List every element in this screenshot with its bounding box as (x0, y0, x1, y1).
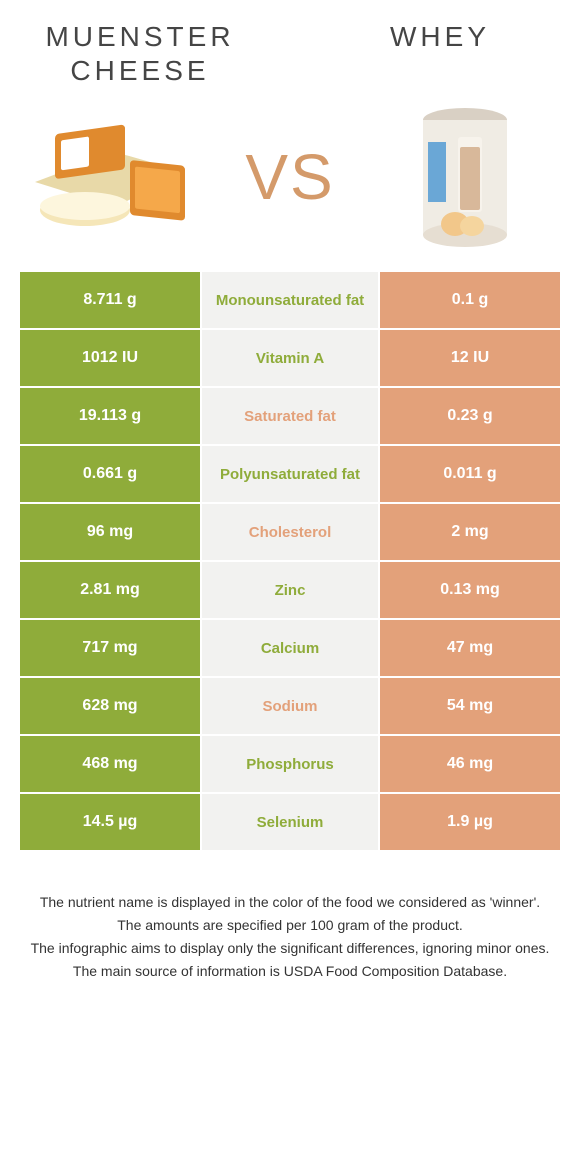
cell-right-value: 12 IU (380, 330, 560, 386)
cell-nutrient-label: Saturated fat (202, 388, 378, 444)
table-row: 14.5 µgSelenium1.9 µg (20, 794, 560, 850)
cell-nutrient-label: Cholesterol (202, 504, 378, 560)
cell-right-value: 54 mg (380, 678, 560, 734)
footer-line: The infographic aims to display only the… (30, 938, 550, 959)
table-row: 8.711 gMonounsaturated fat0.1 g (20, 272, 560, 328)
cell-nutrient-label: Vitamin A (202, 330, 378, 386)
cell-right-value: 0.13 mg (380, 562, 560, 618)
table-row: 717 mgCalcium47 mg (20, 620, 560, 676)
cell-left-value: 2.81 mg (20, 562, 200, 618)
table-row: 96 mgCholesterol2 mg (20, 504, 560, 560)
table-row: 19.113 gSaturated fat0.23 g (20, 388, 560, 444)
cell-right-value: 47 mg (380, 620, 560, 676)
cell-right-value: 0.1 g (380, 272, 560, 328)
cell-left-value: 1012 IU (20, 330, 200, 386)
cell-left-value: 14.5 µg (20, 794, 200, 850)
table-row: 2.81 mgZinc0.13 mg (20, 562, 560, 618)
cheese-icon (30, 112, 200, 242)
cell-left-value: 0.661 g (20, 446, 200, 502)
comparison-table: 8.711 gMonounsaturated fat0.1 g1012 IUVi… (20, 272, 560, 852)
cell-left-value: 717 mg (20, 620, 200, 676)
cell-left-value: 628 mg (20, 678, 200, 734)
cell-nutrient-label: Polyunsaturated fat (202, 446, 378, 502)
cell-left-value: 8.711 g (20, 272, 200, 328)
whey-icon (410, 102, 520, 252)
footer-line: The main source of information is USDA F… (30, 961, 550, 982)
cell-nutrient-label: Monounsaturated fat (202, 272, 378, 328)
food-left-title: Muenster cheese (40, 20, 240, 87)
cell-nutrient-label: Zinc (202, 562, 378, 618)
food-right-image (380, 107, 550, 247)
cell-left-value: 96 mg (20, 504, 200, 560)
cell-nutrient-label: Phosphorus (202, 736, 378, 792)
images-row: VS (0, 97, 580, 272)
cell-right-value: 46 mg (380, 736, 560, 792)
cell-left-value: 468 mg (20, 736, 200, 792)
vs-label: VS (245, 140, 334, 214)
cell-right-value: 1.9 µg (380, 794, 560, 850)
cell-nutrient-label: Calcium (202, 620, 378, 676)
table-row: 1012 IUVitamin A12 IU (20, 330, 560, 386)
cell-right-value: 0.011 g (380, 446, 560, 502)
footer-line: The amounts are specified per 100 gram o… (30, 915, 550, 936)
header: Muenster cheese Whey (0, 0, 580, 97)
table-row: 628 mgSodium54 mg (20, 678, 560, 734)
cell-nutrient-label: Sodium (202, 678, 378, 734)
cell-right-value: 2 mg (380, 504, 560, 560)
cell-left-value: 19.113 g (20, 388, 200, 444)
cell-nutrient-label: Selenium (202, 794, 378, 850)
food-right-title: Whey (340, 20, 540, 54)
table-row: 468 mgPhosphorus46 mg (20, 736, 560, 792)
footer-line: The nutrient name is displayed in the co… (30, 892, 550, 913)
cell-right-value: 0.23 g (380, 388, 560, 444)
food-left-image (30, 107, 200, 247)
footer-notes: The nutrient name is displayed in the co… (30, 892, 550, 984)
table-row: 0.661 gPolyunsaturated fat0.011 g (20, 446, 560, 502)
